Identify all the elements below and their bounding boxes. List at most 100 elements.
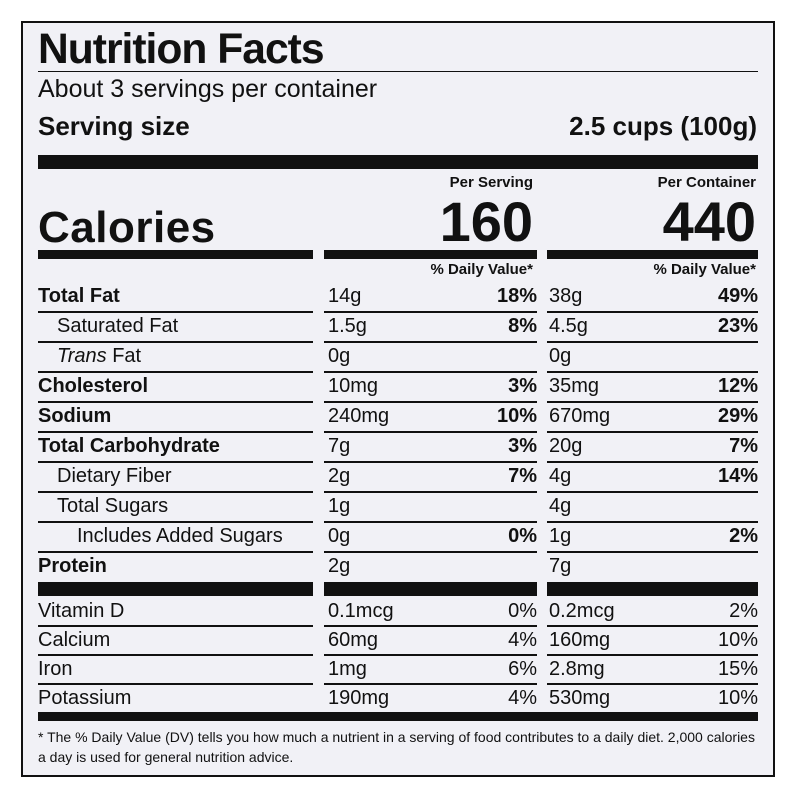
thick-divider (38, 155, 758, 169)
serving-amount: 0.1mcg (328, 600, 394, 622)
row-divider (38, 521, 313, 523)
serving-amount: 0g (328, 345, 351, 367)
nutrient-name: Iron (38, 658, 73, 680)
serving-size-value: 2.5 cups (100g) (569, 111, 757, 141)
serving-amount: 14g (328, 285, 362, 307)
calories-label: Calories (38, 203, 216, 252)
nutrient-name: Protein (38, 555, 107, 577)
row-divider (324, 551, 537, 553)
serving-amount: 2g (328, 555, 351, 577)
row-divider (38, 311, 313, 313)
nutrient-name: Sodium (38, 405, 112, 427)
row-divider (38, 683, 313, 685)
row-divider (324, 431, 537, 433)
serving-daily-value: 8% (508, 315, 537, 337)
servings-per-container: About 3 servings per container (38, 75, 378, 103)
row-divider (38, 654, 313, 656)
nutrient-name-rest: Fat (106, 345, 142, 367)
row-divider (38, 401, 313, 403)
serving-daily-value: 4% (508, 629, 537, 651)
serving-daily-value: 6% (508, 658, 537, 680)
container-daily-value: 2% (729, 525, 758, 547)
serving-daily-value: 3% (508, 375, 537, 397)
nutrition-facts-label: Nutrition Facts About 3 servings per con… (21, 21, 775, 777)
nutrient-name: Potassium (38, 687, 132, 709)
nutrient-name: Includes Added Sugars (77, 525, 283, 547)
thick-divider (547, 250, 758, 259)
serving-amount: 1g (328, 495, 351, 517)
row-divider (547, 461, 758, 463)
row-divider (38, 461, 313, 463)
serving-amount: 240mg (328, 405, 390, 427)
nutrient-name: Trans Fat (57, 345, 141, 368)
row-divider (547, 683, 758, 685)
container-daily-value: 7% (729, 435, 758, 457)
nutrient-name: Cholesterol (38, 375, 149, 397)
container-amount: 4.5g (549, 315, 588, 337)
thick-divider (547, 582, 758, 596)
container-daily-value: 29% (717, 405, 758, 427)
container-amount: 4g (549, 465, 572, 487)
per-container-heading: Per Container (657, 174, 756, 191)
container-daily-value: 12% (717, 375, 758, 397)
nutrient-name: Saturated Fat (57, 315, 179, 337)
serving-size-label: Serving size (38, 111, 190, 141)
container-daily-value: 14% (717, 465, 758, 487)
serving-amount: 60mg (328, 629, 379, 651)
container-amount: 2.8mg (549, 658, 605, 680)
container-amount: 670mg (549, 405, 611, 427)
row-divider (547, 311, 758, 313)
row-divider (547, 491, 758, 493)
nutrient-name: Vitamin D (38, 600, 125, 622)
serving-daily-value: 3% (508, 435, 537, 457)
row-divider (324, 654, 537, 656)
serving-amount: 2g (328, 465, 351, 487)
container-amount: 160mg (549, 629, 611, 651)
serving-daily-value: 7% (508, 465, 537, 487)
serving-amount: 0g (328, 525, 351, 547)
row-divider (38, 341, 313, 343)
row-divider (38, 491, 313, 493)
container-amount: 530mg (549, 687, 611, 709)
row-divider (324, 341, 537, 343)
container-daily-value: 49% (717, 285, 758, 307)
footnote: * The % Daily Value (DV) tells you how m… (38, 729, 755, 765)
row-divider (547, 625, 758, 627)
thick-divider (38, 712, 758, 721)
row-divider (324, 371, 537, 373)
row-divider (547, 371, 758, 373)
nutrient-name: Total Sugars (57, 495, 169, 517)
per-serving-heading: Per Serving (449, 174, 533, 191)
row-divider (38, 625, 313, 627)
serving-daily-value: 10% (496, 405, 537, 427)
row-divider (324, 683, 537, 685)
row-divider (547, 654, 758, 656)
container-daily-value: 15% (717, 658, 758, 680)
serving-amount: 7g (328, 435, 351, 457)
container-amount: 4g (549, 495, 572, 517)
thick-divider (324, 582, 537, 596)
serving-amount: 10mg (328, 375, 379, 397)
container-amount: 38g (549, 285, 583, 307)
label-title: Nutrition Facts (38, 25, 325, 73)
calories-per-container: 440 (662, 190, 756, 253)
row-divider (324, 401, 537, 403)
serving-amount: 190mg (328, 687, 390, 709)
row-divider (324, 625, 537, 627)
container-amount: 0g (549, 345, 572, 367)
serving-daily-value: 0% (508, 525, 537, 547)
container-daily-value: 10% (717, 629, 758, 651)
thick-divider (38, 582, 313, 596)
thick-divider (324, 250, 537, 259)
row-divider (547, 551, 758, 553)
row-divider (547, 521, 758, 523)
container-daily-value: 2% (729, 600, 758, 622)
nutrient-name: Total Fat (38, 285, 120, 307)
container-amount: 7g (549, 555, 572, 577)
daily-value-heading: % Daily Value* (653, 261, 756, 278)
row-divider (547, 401, 758, 403)
row-divider (324, 491, 537, 493)
row-divider (324, 461, 537, 463)
nutrient-name: Dietary Fiber (57, 465, 172, 487)
serving-daily-value: 4% (508, 687, 537, 709)
